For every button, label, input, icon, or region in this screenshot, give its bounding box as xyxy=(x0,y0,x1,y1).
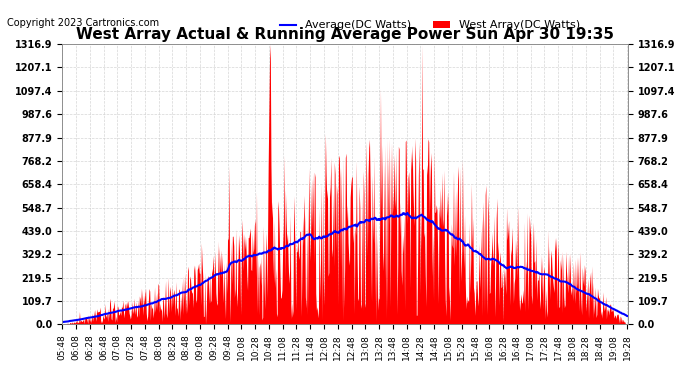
Legend: Average(DC Watts), West Array(DC Watts): Average(DC Watts), West Array(DC Watts) xyxy=(275,16,584,35)
Title: West Array Actual & Running Average Power Sun Apr 30 19:35: West Array Actual & Running Average Powe… xyxy=(76,27,614,42)
Text: Copyright 2023 Cartronics.com: Copyright 2023 Cartronics.com xyxy=(7,18,159,28)
